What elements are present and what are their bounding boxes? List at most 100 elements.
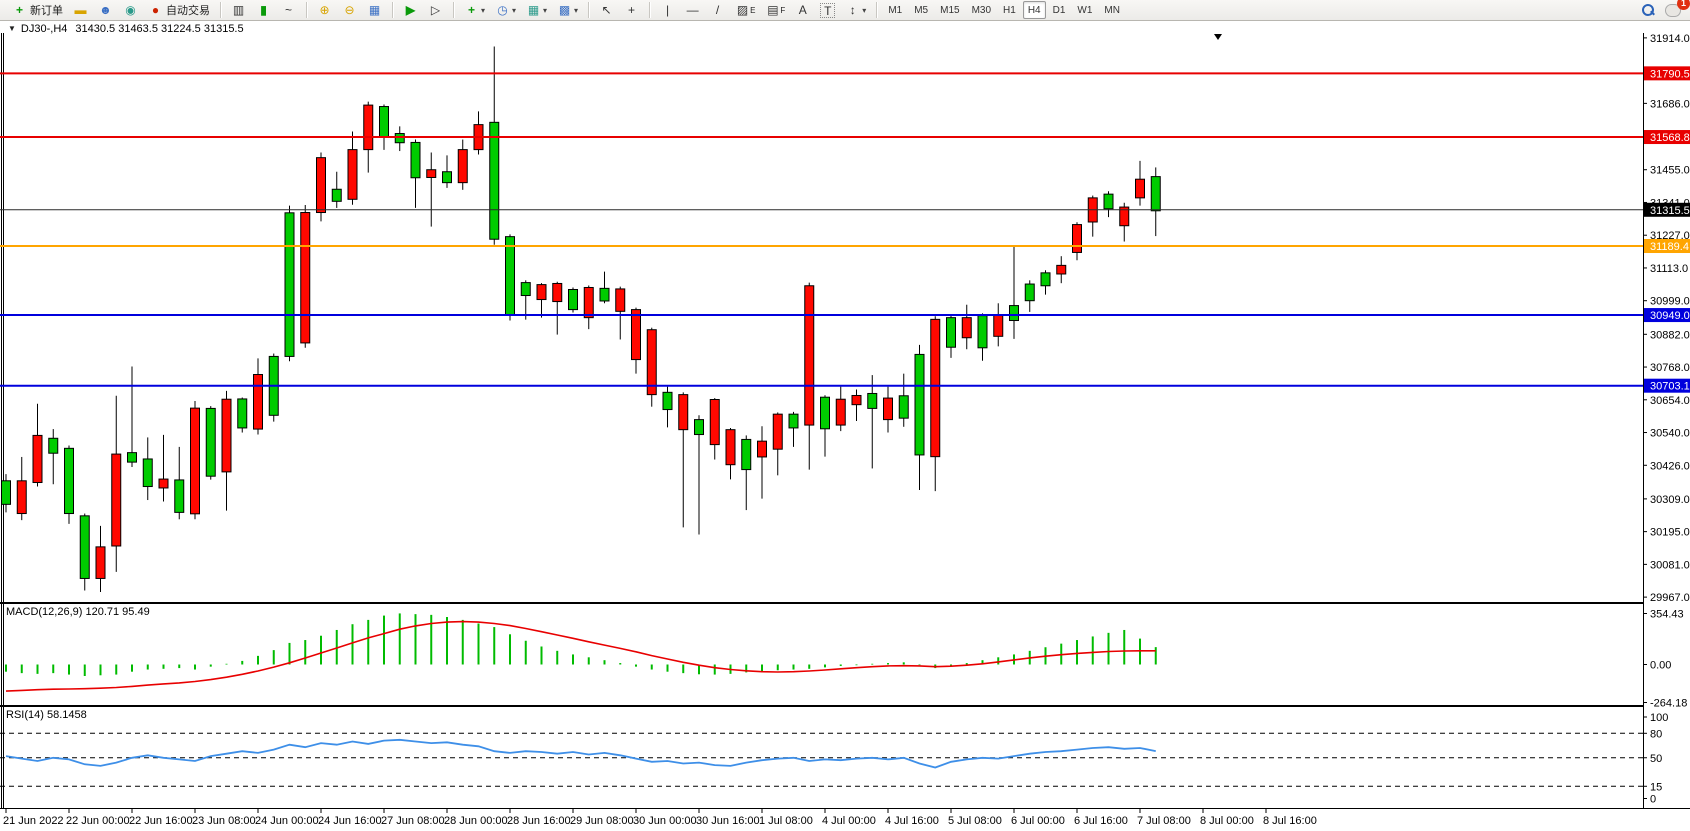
- tile-windows-button[interactable]: ▦: [363, 1, 386, 19]
- timeframe-button-mn[interactable]: MN: [1104, 4, 1120, 16]
- templates-button[interactable]: ▩ ▾: [553, 1, 582, 19]
- bar-chart-button[interactable]: ▥: [227, 1, 250, 19]
- svg-text:6 Jul 16:00: 6 Jul 16:00: [1074, 815, 1128, 827]
- price-badge: 31790.5: [1644, 66, 1690, 81]
- toolbar-separator: [649, 2, 651, 18]
- zoom-out-button[interactable]: ⊖: [338, 1, 361, 19]
- horizontal-line-icon: —: [686, 2, 699, 17]
- fibonacci-icon-letter: F: [780, 5, 786, 15]
- svg-text:28 Jun 16:00: 28 Jun 16:00: [507, 815, 571, 827]
- svg-text:1 Jul 08:00: 1 Jul 08:00: [759, 815, 813, 827]
- grid-icon: ▦: [527, 2, 540, 17]
- timeframe-button-d1[interactable]: D1: [1052, 4, 1066, 16]
- svg-text:15: 15: [1650, 781, 1662, 793]
- chart-collapse-icon[interactable]: ▼: [8, 24, 16, 33]
- indicators-button[interactable]: + ▾: [460, 1, 489, 19]
- auto-scroll-button[interactable]: ▶: [399, 1, 422, 19]
- svg-text:29967.0: 29967.0: [1650, 592, 1690, 604]
- chart-shift-button[interactable]: ▷: [424, 1, 447, 19]
- chart-shift-icon: ▷: [430, 2, 441, 17]
- text-label-button[interactable]: T: [816, 1, 839, 19]
- text-icon: A: [798, 2, 807, 17]
- chevron-down-icon[interactable]: ▾: [543, 5, 548, 15]
- channel-button[interactable]: ▨ E: [731, 1, 759, 19]
- svg-text:31113.0: 31113.0: [1650, 263, 1688, 275]
- webinar-button[interactable]: ◉: [119, 1, 142, 19]
- chevron-down-icon[interactable]: ▾: [512, 5, 517, 15]
- profile-icon: ☻: [99, 2, 112, 17]
- toolbar-group-1: ▥ ▮ ~: [223, 0, 304, 21]
- price-badge: 31189.4: [1644, 239, 1690, 254]
- macd-pane[interactable]: MACD(12,26,9) 120.71 95.49 354.43 0.00 -264…: [5, 606, 1687, 710]
- svg-text:28 Jun 00:00: 28 Jun 00:00: [444, 815, 508, 827]
- search-button[interactable]: [1637, 1, 1659, 19]
- svg-text:31790.5: 31790.5: [1650, 68, 1690, 80]
- timeframe-button-m5[interactable]: M5: [914, 4, 929, 16]
- chart-shift-marker: [1214, 34, 1222, 40]
- svg-text:27 Jun 08:00: 27 Jun 08:00: [381, 815, 445, 827]
- candlestick-button[interactable]: ▮: [252, 1, 275, 19]
- horizontal-levels[interactable]: [0, 72, 1643, 387]
- trendline-button[interactable]: /: [706, 1, 729, 19]
- svg-text:100: 100: [1650, 712, 1668, 724]
- indicators-icon: +: [467, 2, 475, 17]
- svg-text:31686.0: 31686.0: [1650, 98, 1690, 110]
- grid-style-button[interactable]: ▦ ▾: [522, 1, 551, 19]
- periods-button[interactable]: ◷ ▾: [491, 1, 520, 19]
- timeframe-button-h1[interactable]: H1: [1003, 4, 1016, 16]
- vertical-line-button[interactable]: |: [656, 1, 679, 19]
- svg-text:24 Jun 00:00: 24 Jun 00:00: [255, 815, 319, 827]
- price-axis[interactable]: 31914.031686.031455.031341.031227.031113…: [1643, 33, 1690, 604]
- line-chart-button[interactable]: ~: [277, 1, 300, 19]
- chevron-down-icon[interactable]: ▾: [574, 5, 579, 15]
- notifications-button[interactable]: 1: [1661, 0, 1690, 19]
- vertical-line-icon: |: [666, 2, 670, 17]
- rsi-label: RSI(14) 58.1458: [6, 709, 87, 721]
- zoom-in-button[interactable]: ⊕: [313, 1, 336, 19]
- svg-text:50: 50: [1650, 753, 1662, 765]
- timeframe-button-m1[interactable]: M1: [888, 4, 903, 16]
- time-axis[interactable]: 21 Jun 2022 22 Jun 00:00 22 Jun 16:00 23 Ju…: [3, 808, 1317, 827]
- price-badge: 30703.1: [1644, 378, 1690, 393]
- toolbar-separator: [588, 2, 590, 18]
- svg-text:4 Jul 16:00: 4 Jul 16:00: [885, 815, 939, 827]
- svg-text:-264.18: -264.18: [1650, 698, 1687, 710]
- chart-symbol-period: DJ30-,H4: [20, 22, 68, 35]
- svg-text:29 Jun 08:00: 29 Jun 08:00: [570, 815, 634, 827]
- new-order-button[interactable]: + 新订单: [8, 1, 67, 19]
- svg-text:30426.0: 30426.0: [1650, 460, 1690, 472]
- cursor-icon: ↖: [601, 2, 612, 17]
- timeframe-button-m30[interactable]: M30: [971, 4, 992, 16]
- text-label-icon: T: [820, 2, 836, 18]
- toolbar-group-0: + 新订单 ▬ ☻ ◉ ● 自动交易: [4, 0, 218, 21]
- svg-text:30949.0: 30949.0: [1650, 310, 1690, 322]
- timeframe-button-w1[interactable]: W1: [1077, 4, 1093, 16]
- rsi-pane[interactable]: RSI(14) 58.1458 100 80 50 150: [0, 709, 1668, 806]
- timeframe-toolbar: M1 M5 M15 M30 H1 H4 D1 W1 MN: [879, 0, 1129, 21]
- chevron-down-icon[interactable]: ▾: [862, 5, 867, 15]
- autotrade-button[interactable]: ● 自动交易: [144, 1, 214, 19]
- zoom-in-icon: ⊕: [319, 2, 330, 17]
- toolbar-separator: [220, 2, 221, 18]
- quotes-button[interactable]: ▬: [69, 1, 92, 19]
- new-order-button-label: 新订单: [30, 5, 63, 17]
- svg-text:0: 0: [1650, 794, 1656, 806]
- text-button[interactable]: A: [791, 1, 814, 19]
- timeframe-button-h4[interactable]: H4: [1022, 1, 1046, 19]
- svg-text:8 Jul 00:00: 8 Jul 00:00: [1200, 815, 1254, 827]
- chevron-down-icon[interactable]: ▾: [481, 5, 486, 15]
- fibonacci-button[interactable]: ▤ F: [761, 1, 789, 19]
- svg-text:30999.0: 30999.0: [1650, 296, 1690, 308]
- horizontal-line-button[interactable]: —: [681, 1, 704, 19]
- profile-button[interactable]: ☻: [94, 1, 117, 19]
- arrows-button[interactable]: ↕ ▾: [841, 1, 870, 19]
- svg-text:30703.1: 30703.1: [1650, 381, 1690, 393]
- cursor-button[interactable]: ↖: [595, 1, 618, 19]
- svg-text:30882.0: 30882.0: [1650, 329, 1690, 341]
- toolbar-group-5: ↖ +: [591, 0, 647, 21]
- timeframe-button-m15[interactable]: M15: [940, 4, 960, 16]
- crosshair-button[interactable]: +: [620, 1, 643, 19]
- svg-text:31568.8: 31568.8: [1650, 132, 1690, 144]
